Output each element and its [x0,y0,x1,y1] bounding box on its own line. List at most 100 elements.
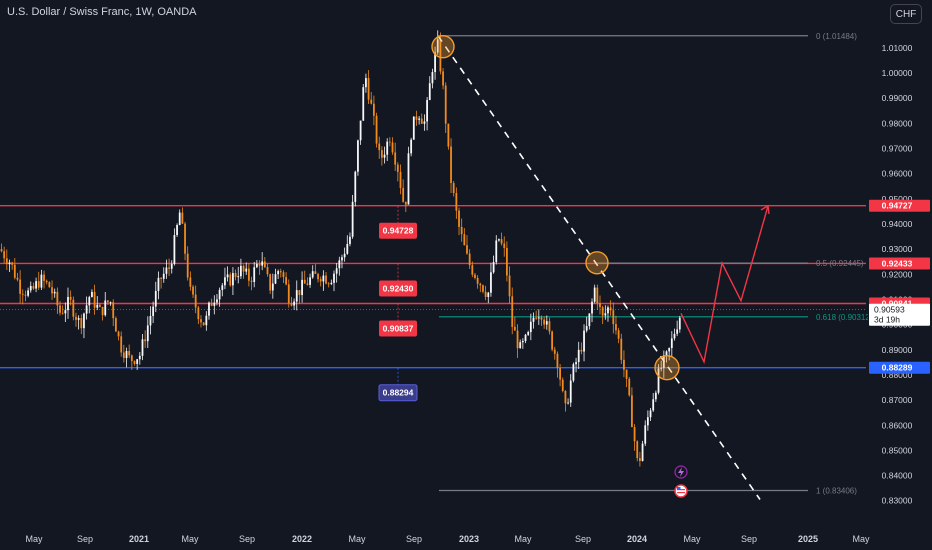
candle-body [612,310,615,325]
price-axis: 1.01000 1.00000 0.99000 0.98000 0.97000 0.960… [868,0,932,527]
candle-body [186,253,189,278]
candle-body [474,274,476,278]
candle-body [639,458,641,461]
candle-body [48,282,51,288]
lightning-icon-glyph [678,467,684,477]
time-tick-label: 2025 [798,534,818,544]
currency-button[interactable]: CHF [890,4,922,24]
candle-body [471,265,474,275]
time-axis: May Sep 2021 May Sep 2022 May Sep 2023 May Sep 2024… [0,527,932,550]
candle-body [617,330,620,339]
candle-body [266,267,269,275]
candle-body [633,427,636,442]
candle-body [498,239,500,241]
candle-body [91,291,93,298]
candle-body [197,307,200,320]
candle-body [338,260,341,269]
projection-path [680,205,769,365]
time-tick-label: 2021 [129,534,149,544]
candle-body [660,368,663,369]
candle-body [176,225,178,236]
candle-body [327,283,330,285]
candle-body [415,116,418,120]
fib-1-label: 1 (0.83406) [816,487,857,496]
price-tick-label: 0.88000 [882,370,913,380]
candle-body [649,410,652,418]
candle-body [234,273,237,278]
candle-body [572,364,575,381]
candle-body [503,243,506,248]
candle-body [354,171,357,202]
candle-body [67,296,69,311]
candle-body [263,261,266,268]
candle-body [431,72,434,84]
level-price-tags: 0.94728 0.92430 0.90837 0.88294 [378,205,418,402]
candle-body [442,71,444,86]
candle-body [450,146,452,184]
candle-body [43,274,45,281]
candle-body [138,355,141,360]
candle-body [410,139,413,154]
candle-body [506,247,508,276]
candle-body [357,140,359,172]
candle-body [21,293,24,295]
candle-body [452,183,455,194]
us-flag-canton [677,487,681,490]
candle-body [375,115,378,144]
candle-body [567,402,569,404]
candle-body [133,361,136,364]
candle-body [144,339,147,342]
candle-body [253,267,256,282]
candle-body [537,317,540,319]
price-tick-label: 0.92000 [882,269,913,279]
candle-body [109,302,112,304]
candle-body [224,277,226,286]
candle-body [524,334,527,341]
candle-body [521,340,524,343]
candle-body [543,319,546,325]
candle-body [593,287,596,302]
time-axis-bg [0,527,932,550]
price-tick-label: 0.98000 [882,118,913,128]
candle-body [149,315,152,326]
resistance-top-tag-bg [379,222,417,239]
symbol-title: U.S. Dollar / Swiss Franc, 1W, OANDA [7,6,197,18]
candle-body [64,310,67,314]
candle-body [412,116,415,140]
candle-body [428,83,431,101]
time-tick-label: May [348,534,366,544]
candle-body [157,277,160,291]
candle-body [444,85,447,124]
candle-body [325,275,327,284]
candle-body [24,294,27,296]
candle-body [269,274,272,291]
price-tick-label: 0.83000 [882,496,913,506]
candle-body [551,331,554,350]
candle-body [317,273,319,280]
candle-body [75,316,77,320]
candle-body [51,287,53,294]
candle-body [298,290,301,296]
time-tick-label: May [683,534,701,544]
candle-body [380,150,383,158]
candle-body [287,284,290,304]
candle-body [61,312,64,314]
candle-body [591,301,593,314]
candle-body [631,395,633,428]
candle-body [247,268,250,281]
candle-body [303,279,306,284]
candle-body [455,193,458,211]
candle-body [418,118,421,120]
candle-body [604,313,607,316]
candle-body [69,296,72,300]
candle-body [85,305,88,314]
candle-body [93,291,96,308]
price-tick-label: 1.00000 [882,68,913,78]
candle-body [130,355,133,362]
highlight-circle [585,251,609,275]
candle-body [404,201,407,205]
candle-body [556,353,559,369]
candle-body [19,279,22,294]
candle-body [240,265,242,277]
